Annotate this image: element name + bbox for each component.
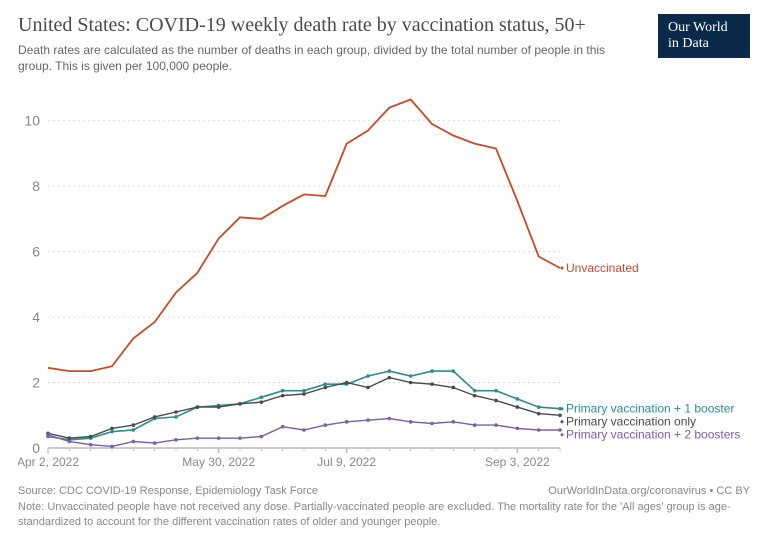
series-marker [516,427,520,431]
series-marker [324,424,328,428]
series-marker [494,424,498,428]
series-marker [494,389,498,393]
series-marker [260,396,264,400]
series-marker [132,424,136,428]
series-marker [110,427,114,431]
series-marker [132,440,136,444]
series-label: Primary vaccination only [566,415,696,429]
series-marker [132,429,136,433]
series-label: Primary vaccination + 1 booster [566,402,734,416]
series-marker [452,420,456,424]
series-marker [302,389,306,393]
series-marker [430,422,434,426]
series-marker [153,442,157,446]
series-marker [302,393,306,397]
series-marker [110,430,114,434]
y-tick-label: 4 [32,309,40,325]
series-marker [302,429,306,433]
y-tick-label: 0 [32,440,40,456]
series-marker [281,394,285,398]
footer-note: Note: Unvaccinated people have not recei… [18,500,750,531]
series-marker [153,415,157,419]
series-marker [558,429,562,433]
series-marker [324,386,328,390]
series-marker [409,420,413,424]
series-label: Primary vaccination + 2 boosters [566,428,740,442]
series-marker [68,440,72,444]
series-marker [473,394,477,398]
series-marker [409,375,413,379]
y-tick-label: 10 [24,113,40,129]
y-tick-label: 8 [32,179,40,195]
series-marker [174,415,178,419]
series-marker [281,425,285,429]
chart-subtitle: Death rates are calculated as the number… [18,42,620,74]
series-marker [345,381,349,385]
x-tick-label: Apr 2, 2022 [18,455,79,469]
series-line [48,100,560,372]
series-marker [110,445,114,449]
series-marker [388,370,392,374]
logo-line1: Our World [668,20,750,36]
series-marker [430,370,434,374]
series-marker [260,401,264,405]
y-tick-label: 2 [32,375,40,391]
series-marker [260,435,264,439]
series-marker [238,402,242,406]
series-marker [174,438,178,442]
logo-line2: in Data [668,36,750,52]
y-tick-label: 6 [32,244,40,260]
series-marker [516,397,520,401]
series-marker [409,381,413,385]
series-marker [238,437,242,441]
line-chart: 0 2 4 6 8 10 Apr 2, 2022 May 30, 2022 Jul 9, 202… [18,78,750,478]
series-marker [388,376,392,380]
series-marker [473,424,477,428]
chart-title: United States: COVID-19 weekly death rat… [18,14,640,36]
series-marker [366,375,370,379]
series-marker [281,389,285,393]
series-marker [452,370,456,374]
series-marker [89,443,93,447]
x-tick-label: May 30, 2022 [182,455,255,469]
series-marker [537,412,541,416]
series-marker [174,411,178,415]
series-marker [537,406,541,410]
footer-source: Source: CDC COVID-19 Response, Epidemiol… [18,484,318,499]
series-marker [537,429,541,433]
x-tick-label: Jul 9, 2022 [317,455,376,469]
series-marker [430,383,434,387]
series-marker [366,386,370,390]
series-marker [217,437,221,441]
chart-header: Our World in Data United States: COVID-1… [18,14,750,74]
series-line [48,419,560,447]
series-marker [558,414,562,418]
x-tick-label: Sep 3, 2022 [485,455,550,469]
owid-logo: Our World in Data [658,14,750,58]
series-marker [89,435,93,439]
chart-footer: Source: CDC COVID-19 Response, Epidemiol… [18,478,750,530]
series-marker [473,389,477,393]
series-marker [345,420,349,424]
footer-attribution: OurWorldInData.org/coronavirus • CC BY [548,484,750,499]
series-marker [217,406,221,410]
series-marker [68,437,72,441]
series-marker [388,417,392,421]
series-marker [452,386,456,390]
series-marker [494,399,498,403]
series-marker [196,406,200,410]
series-marker [324,383,328,387]
series-marker [196,437,200,441]
series-label: Unvaccinated [566,261,639,275]
series-marker [516,406,520,410]
series-marker [366,419,370,423]
series-marker [46,433,50,437]
